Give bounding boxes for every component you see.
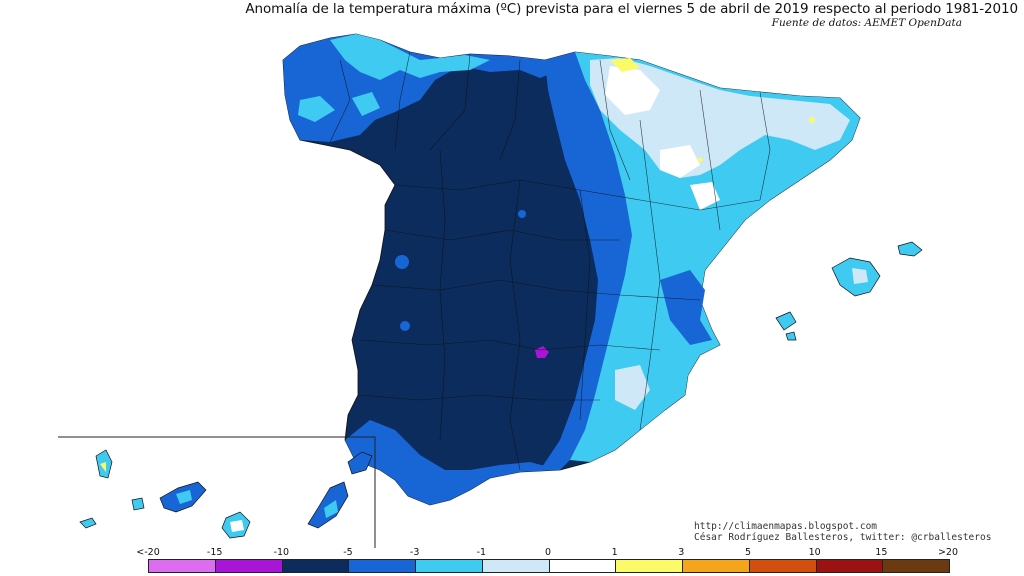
east-blue-band [540,52,640,470]
legend-tick-label: 0 [544,547,552,558]
east-cyan-region [570,52,860,462]
legend-tick-label: -1 [476,547,487,558]
south-blue-region [345,420,560,505]
legend-swatch [549,560,617,572]
legend-tick-label: 15 [875,547,888,558]
legend-tick-label: 1 [611,547,618,558]
map-title: Anomalía de la temperatura máxima (ºC) p… [245,1,1018,17]
northwest-cyan-patches [330,34,490,80]
legend-swatch [215,560,283,572]
legend-swatch [683,560,750,572]
legend-swatch [816,560,884,572]
purple-anomaly [535,346,549,358]
legend-tick-label: 3 [678,547,685,558]
legend-bar [148,559,950,573]
legend-tick-label: -3 [409,547,420,558]
canary-el-hierro [79,517,97,529]
legend-swatch [149,560,216,572]
legend-tick-label: 10 [808,547,821,558]
balearic-ibiza [775,311,797,331]
legend-tick-label: -5 [343,547,353,558]
legend-tick-label: -10 [273,547,290,558]
legend-ticks: <-20 -15 -10 -5 -3 -1 0 1 3 5 10 15 >20 [136,547,958,559]
data-source: Fuente de datos: AEMET OpenData [771,17,962,29]
legend-swatch [616,560,683,572]
canary-la-gomera [131,497,145,511]
canary-lanzarote [347,451,373,475]
blog-credit: http://climaenmapas.blogspot.com [694,521,878,532]
balearic-menorca [897,241,923,257]
legend-tick-label: -15 [206,547,223,558]
legend-swatch [883,560,949,572]
legend-tick-label: <-20 [136,547,160,558]
legend-tick-label: >20 [937,547,959,558]
canary-fuerteventura [307,481,349,529]
legend-swatch [416,560,483,572]
canary-inset-frame [58,436,376,548]
province-borders [329,51,771,471]
legend-swatch [749,560,817,572]
author-credit: César Rodríguez Ballesteros, twitter: @c… [694,532,992,543]
color-legend: <-20 -15 -10 -5 -3 -1 0 1 3 5 10 15 >20 [136,547,958,575]
legend-swatch [482,560,550,572]
legend-swatch [349,560,416,572]
legend-swatch [282,560,350,572]
legend-tick-label: 5 [744,547,752,558]
